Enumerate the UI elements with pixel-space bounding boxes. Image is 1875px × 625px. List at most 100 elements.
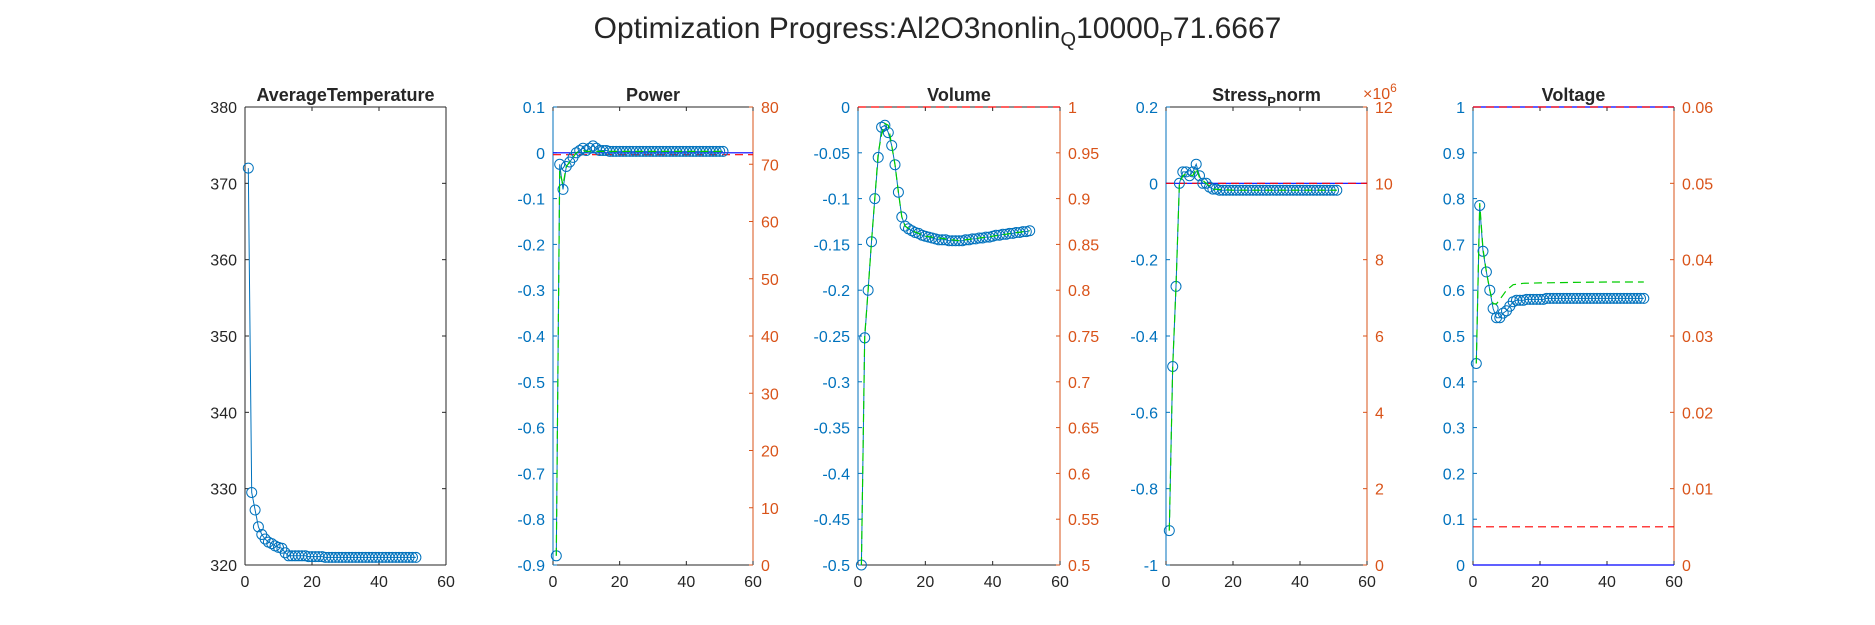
y-tick-label: -0.2 <box>517 237 545 254</box>
y-tick-label: -0.45 <box>814 512 851 529</box>
y2-tick-label: 80 <box>761 100 779 117</box>
x-tick-label: 40 <box>984 574 1002 591</box>
y2-tick-label: 0 <box>1682 558 1691 575</box>
y2-tick-label: 0.9 <box>1068 192 1090 209</box>
data-point <box>242 162 254 174</box>
x-tick-label: 20 <box>611 574 629 591</box>
y-tick-label: 0.3 <box>1443 421 1465 438</box>
data-point <box>249 504 261 516</box>
y2-tick-label: 0.01 <box>1682 482 1713 499</box>
y-tick-label: 380 <box>210 100 237 117</box>
y-tick-label: -0.6 <box>1130 405 1158 422</box>
data-point <box>557 183 569 195</box>
y-tick-label: 0.5 <box>1443 329 1465 346</box>
y2-tick-label: 0.05 <box>1682 176 1713 193</box>
data-point <box>1190 158 1202 170</box>
x-tick-label: 0 <box>241 574 250 591</box>
y2-tick-label: 1 <box>1068 100 1077 117</box>
data-series-line <box>247 168 416 558</box>
y-tick-label: -0.4 <box>517 329 545 346</box>
x-tick-label: 0 <box>1469 574 1478 591</box>
data-point <box>1497 307 1509 319</box>
title-subscript-p: P <box>1159 29 1173 51</box>
x-tick-label: 20 <box>1224 574 1242 591</box>
data-point <box>246 487 258 498</box>
y-tick-label: 0.1 <box>523 100 545 117</box>
data-point <box>1197 177 1209 189</box>
y-tick-label: 0.4 <box>1443 375 1465 392</box>
data-point <box>1631 292 1643 304</box>
y-tick-label: -0.3 <box>517 283 545 300</box>
trend-series-line <box>860 122 1030 566</box>
x-tick-label: 40 <box>370 574 388 591</box>
data-point <box>1194 170 1205 182</box>
data-series-line <box>1475 205 1644 364</box>
y-tick-label: 0.2 <box>1443 466 1465 483</box>
y-tick-label: 330 <box>210 482 237 499</box>
title-subscript-q: Q <box>1060 29 1077 51</box>
y2-tick-label: 0.02 <box>1682 405 1713 422</box>
y-tick-label: -0.8 <box>1130 482 1158 499</box>
x-tick-label: 0 <box>549 574 558 591</box>
y2-tick-label: 20 <box>761 444 779 461</box>
y-tick-label: -0.1 <box>822 192 850 209</box>
data-series-line <box>1168 162 1337 531</box>
y-tick-label: 0.6 <box>1443 283 1465 300</box>
subplot-title: Voltage <box>1542 85 1606 105</box>
y-tick-label: -0.25 <box>814 329 851 346</box>
y-tick-label: -0.4 <box>822 466 850 483</box>
y-tick-label: -0.6 <box>517 421 545 438</box>
y-tick-label: -1 <box>1144 558 1158 575</box>
y-tick-label: 350 <box>210 329 237 346</box>
y-tick-label: -0.15 <box>814 237 851 254</box>
y2-tick-label: 30 <box>761 386 779 403</box>
subplot-5: 0 20 40 6000.10.20.30.40.50.60.70.80.9100.0… <box>1443 85 1713 591</box>
y-tick-label: 0.1 <box>1443 512 1465 529</box>
subplot-3: 0 20 40 60 -0.5 -0.45 -0.4 -0.35 -0.3 -0.25 -0.2 -0… <box>814 85 1100 591</box>
x-tick-label: 40 <box>1291 574 1309 591</box>
y-tick-label: 370 <box>210 176 237 193</box>
y2-tick-label: 0 <box>761 558 770 575</box>
x-tick-label: 20 <box>916 574 934 591</box>
title-value-p: 71.6667 <box>1172 12 1282 45</box>
y2-tick-label: 0.04 <box>1682 253 1713 270</box>
y-tick-label: -0.5 <box>517 375 545 392</box>
y-tick-label: -0.9 <box>517 558 545 575</box>
subplot-title: StressPnorm <box>1212 85 1321 109</box>
y-tick-label: -0.4 <box>1130 329 1158 346</box>
data-point <box>1484 284 1496 296</box>
data-point <box>407 551 418 563</box>
data-point <box>584 142 596 154</box>
y-tick-label: 360 <box>210 253 237 270</box>
y-tick-label: -0.7 <box>517 466 545 483</box>
y-tick-label: -0.8 <box>517 512 545 529</box>
y2-tick-label: 0.6 <box>1068 466 1090 483</box>
y2-tick-label: 50 <box>761 272 779 289</box>
data-point <box>279 547 291 559</box>
y2-exponent-label: ×106 <box>1363 81 1397 103</box>
y2-tick-label: 0 <box>1375 558 1384 575</box>
y2-tick-label: 2 <box>1375 482 1384 499</box>
y2-tick-label: 40 <box>761 329 779 346</box>
y-tick-label: 340 <box>210 405 237 422</box>
y-tick-label: -0.3 <box>822 375 850 392</box>
data-point <box>577 142 589 154</box>
data-point <box>1200 177 1212 189</box>
y2-tick-label: 0.75 <box>1068 329 1099 346</box>
data-series-line <box>860 124 1030 566</box>
y2-tick-label: 0.5 <box>1068 558 1090 575</box>
y2-tick-label: 60 <box>761 215 779 232</box>
data-point <box>554 158 566 170</box>
data-point <box>892 186 904 198</box>
y2-tick-label: 70 <box>761 157 779 174</box>
y-tick-label: -0.2 <box>822 283 850 300</box>
y-tick-label: 0.8 <box>1443 192 1465 209</box>
y-tick-label: 0 <box>1456 558 1465 575</box>
data-point <box>879 119 891 131</box>
y-tick-label: 0 <box>536 146 545 163</box>
data-point <box>403 551 415 563</box>
x-tick-label: 40 <box>1598 574 1616 591</box>
y2-tick-label: 10 <box>761 501 779 518</box>
y-tick-label: 0 <box>1149 176 1158 193</box>
data-point <box>1024 225 1036 237</box>
